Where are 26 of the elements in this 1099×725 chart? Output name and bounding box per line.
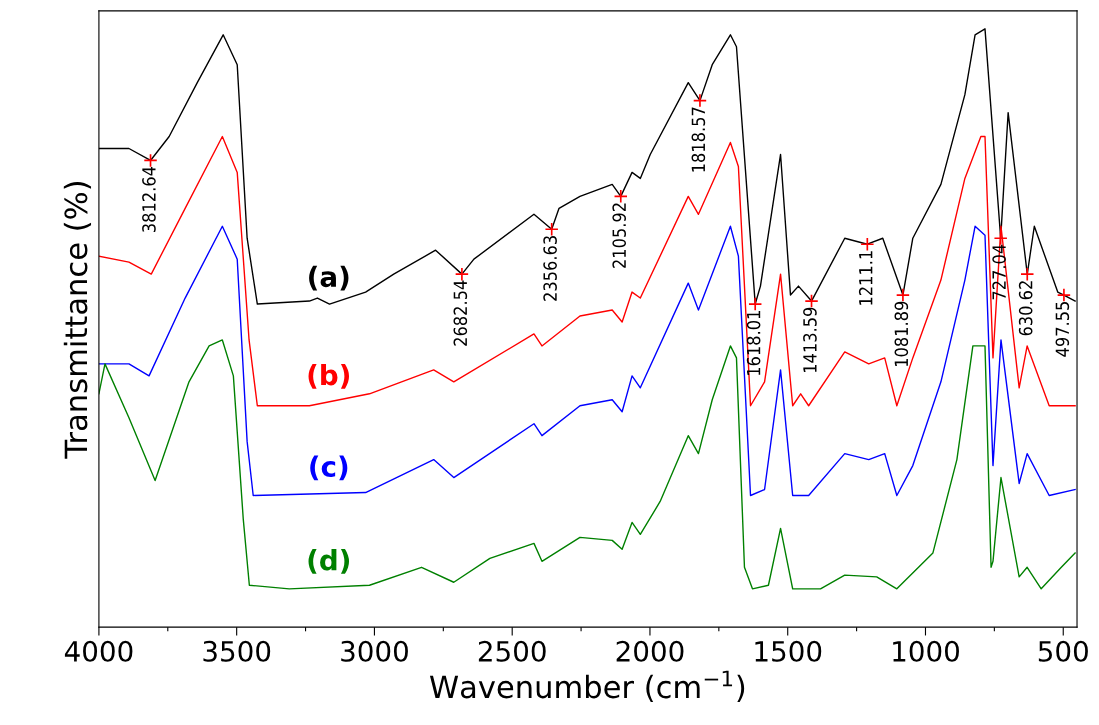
x-tick-label: 3000	[341, 640, 408, 662]
x-tick-label: 2000	[616, 640, 684, 662]
x-tick-label: 2500	[478, 640, 546, 662]
annotation: 2105.92	[612, 203, 627, 268]
annotation: 1211.1	[858, 251, 873, 305]
x-tick-label: 1500	[755, 640, 822, 662]
x-tick-label: 3500	[203, 640, 271, 662]
annotation: 3812.64	[142, 166, 156, 232]
annotation: 497.55	[1055, 302, 1070, 357]
annotation: 1081.89	[894, 301, 909, 366]
y-axis-title: Transmittance (%)	[63, 182, 92, 459]
annotation: 630.62	[1018, 281, 1033, 336]
annotation: 2682.54	[453, 280, 468, 346]
series-label: (a)	[309, 265, 349, 291]
x-tick-label: 1000	[893, 640, 959, 662]
annotation: 1818.57	[691, 107, 706, 172]
annotation: 727.04	[992, 244, 1006, 300]
series-label: (d)	[308, 549, 350, 574]
annotation: 2356.63	[543, 236, 557, 301]
annotation: 1413.59	[803, 307, 817, 372]
series-label: (c)	[310, 455, 348, 481]
annotation: 1618.01	[746, 311, 761, 375]
x-tick-label: 500	[1038, 640, 1088, 662]
x-axis-title: Wavenumber (cm$^{−1}$)	[429, 670, 745, 702]
x-tick-label: 4000	[64, 640, 133, 662]
series-label: (b)	[308, 363, 350, 389]
